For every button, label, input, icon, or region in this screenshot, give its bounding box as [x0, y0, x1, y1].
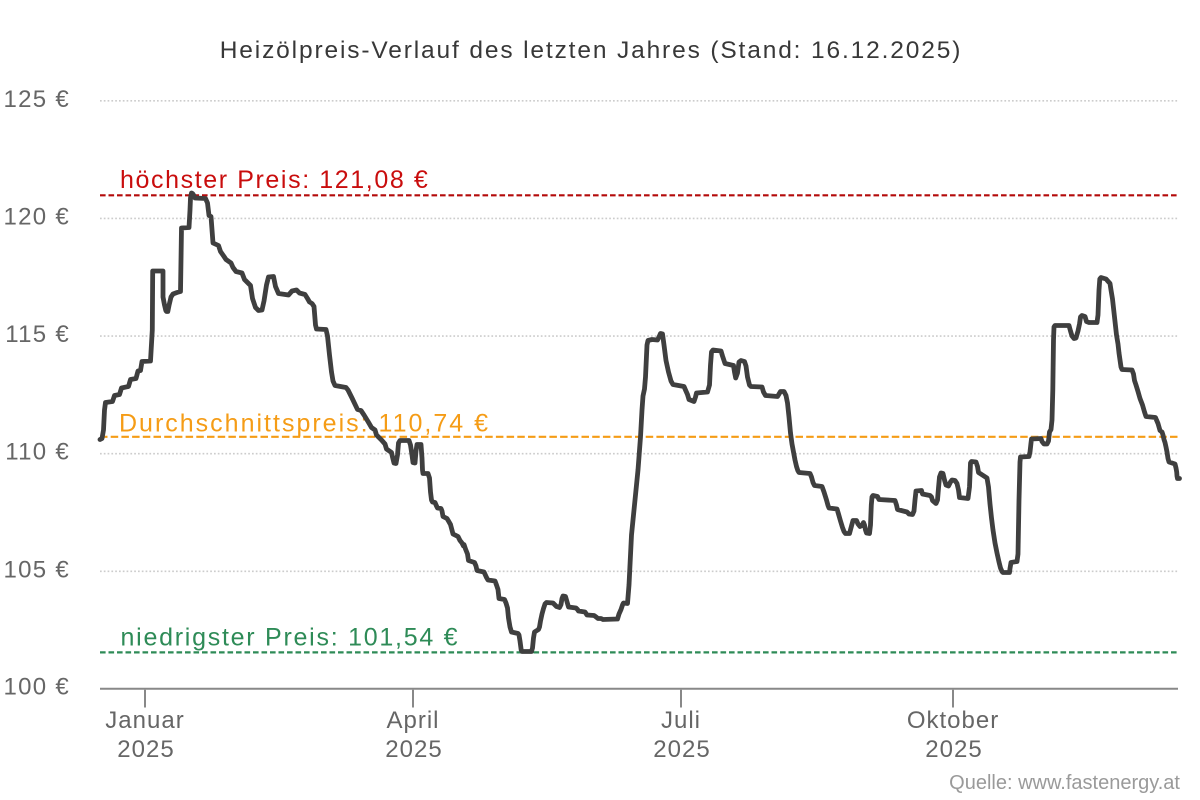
- svg-text:Juli: Juli: [661, 707, 701, 734]
- svg-text:Oktober: Oktober: [907, 707, 999, 734]
- svg-text:Quelle: www.fastenergy.at: Quelle: www.fastenergy.at: [949, 772, 1180, 794]
- svg-text:Durchschnittspreis: 110,74 €: Durchschnittspreis: 110,74 €: [119, 410, 490, 438]
- svg-text:April: April: [386, 707, 439, 734]
- svg-text:2025: 2025: [117, 736, 174, 763]
- svg-text:höchster Preis: 121,08 €: höchster Preis: 121,08 €: [120, 166, 429, 194]
- svg-text:125 €: 125 €: [3, 86, 70, 113]
- svg-text:2025: 2025: [653, 736, 710, 763]
- svg-text:2025: 2025: [925, 736, 982, 763]
- svg-text:110 €: 110 €: [5, 439, 70, 466]
- svg-text:Januar: Januar: [105, 707, 184, 734]
- svg-text:120 €: 120 €: [3, 203, 70, 230]
- svg-text:115 €: 115 €: [5, 321, 70, 348]
- svg-text:niedrigster Preis: 101,54 €: niedrigster Preis: 101,54 €: [121, 624, 460, 652]
- svg-text:100 €: 100 €: [3, 674, 70, 701]
- svg-text:Heizölpreis-Verlauf des letzte: Heizölpreis-Verlauf des letzten Jahres (…: [220, 37, 963, 64]
- svg-text:105 €: 105 €: [3, 556, 70, 583]
- svg-text:2025: 2025: [385, 736, 442, 763]
